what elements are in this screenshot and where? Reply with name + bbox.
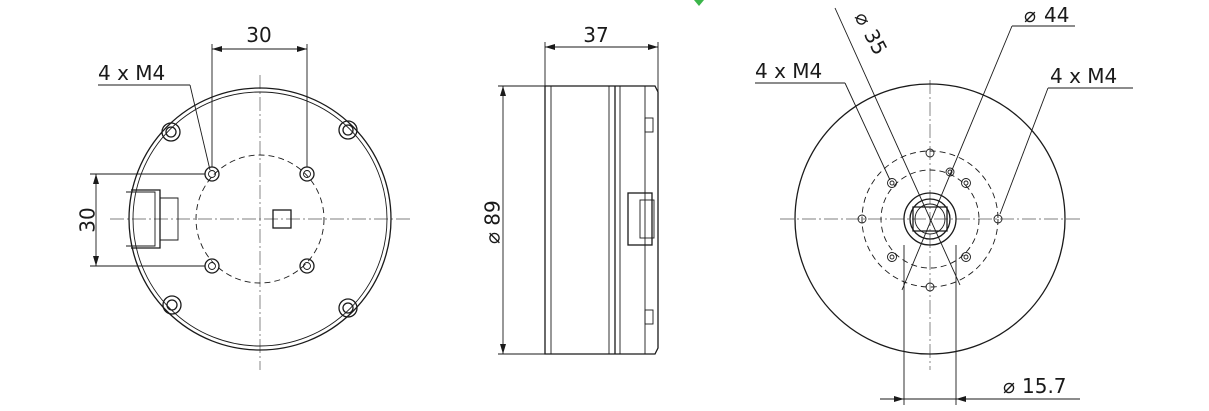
side-diameter-symbol: ⌀ bbox=[481, 232, 505, 244]
accent-mark bbox=[694, 0, 704, 6]
rear-diameter-symbol-outer: ⌀ bbox=[1024, 3, 1036, 27]
side-view: 37 ⌀ 89 bbox=[481, 23, 659, 355]
side-dim-diameter: 89 bbox=[481, 200, 505, 225]
front-view: 30 30 4 x M4 bbox=[76, 23, 410, 370]
side-dim-width: 37 bbox=[583, 23, 608, 47]
rear-bolt-label-right: 4 x M4 bbox=[1050, 64, 1117, 88]
front-bolt-label: 4 x M4 bbox=[98, 61, 165, 85]
front-m4-holes bbox=[204, 166, 315, 274]
side-connector bbox=[627, 192, 653, 246]
rear-dim-shaft: 15.7 bbox=[1022, 374, 1067, 398]
front-corner-screws bbox=[161, 120, 358, 318]
front-dim-vertical: 30 bbox=[76, 207, 100, 232]
rear-diameter-symbol-inner: ⌀ bbox=[850, 8, 877, 30]
rear-body-outline bbox=[794, 83, 1066, 355]
rear-dim-diameter-outer: 44 bbox=[1044, 3, 1069, 27]
rear-outer-holes bbox=[857, 148, 1003, 292]
front-dim-horizontal: 30 bbox=[246, 23, 271, 47]
rear-hub bbox=[903, 192, 957, 246]
front-body-outline bbox=[128, 87, 392, 351]
rear-bolt-label-left: 4 x M4 bbox=[755, 59, 822, 83]
rear-shaft-diameter-symbol: ⌀ bbox=[1003, 374, 1015, 398]
rear-inner-holes bbox=[887, 167, 971, 262]
rear-view: ⌀ 35 ⌀ 44 4 x M4 4 x M4 ⌀ 15.7 bbox=[755, 3, 1133, 405]
center-square bbox=[272, 209, 292, 229]
rear-dim-diameter-inner: 35 bbox=[859, 25, 892, 59]
connector-cutout bbox=[131, 189, 161, 249]
side-body-outline bbox=[544, 85, 659, 355]
